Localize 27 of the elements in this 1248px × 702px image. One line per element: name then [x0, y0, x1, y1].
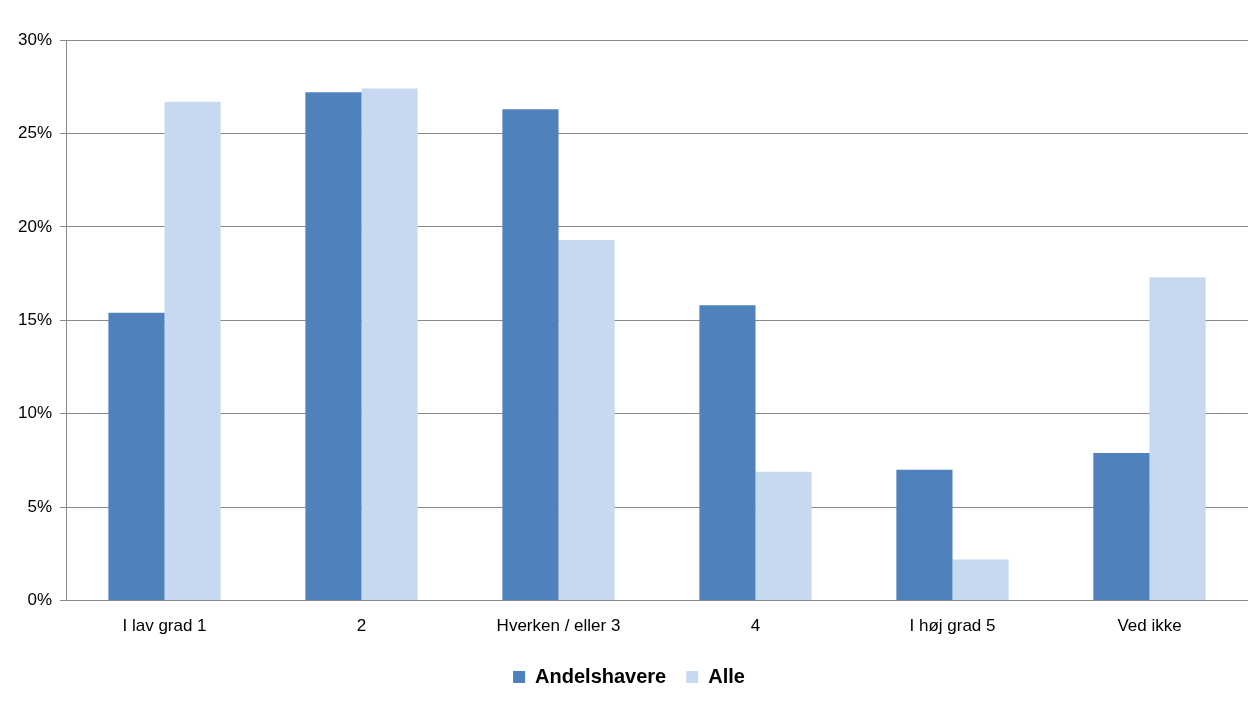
bar — [755, 471, 812, 601]
y-tick-label: 20% — [17, 216, 53, 236]
bar — [699, 305, 756, 601]
y-tick-label: 5% — [27, 496, 53, 516]
x-tick-label: Ved ikke — [1117, 616, 1182, 636]
legend-label: Alle — [708, 664, 745, 687]
bar — [558, 239, 615, 601]
y-tick-label: 25% — [17, 123, 53, 143]
bar — [952, 559, 1009, 601]
y-tick-label: 15% — [17, 309, 53, 329]
bar — [305, 92, 362, 601]
y-tick-label: 30% — [17, 29, 53, 49]
y-tick-label: 10% — [17, 403, 53, 423]
bar — [108, 312, 165, 601]
x-tick-label: I lav grad 1 — [122, 616, 207, 636]
bar — [361, 88, 418, 601]
bar — [896, 469, 953, 601]
legend-label: Andelshavere — [535, 664, 667, 687]
x-tick-label: Hverken / eller 3 — [496, 616, 621, 636]
bar — [1093, 452, 1150, 601]
x-tick-label: 2 — [356, 616, 367, 636]
y-tick-label: 0% — [27, 590, 53, 610]
bar — [1149, 277, 1206, 601]
x-tick-label: 4 — [750, 616, 761, 636]
bar — [164, 101, 221, 601]
x-tick-label: I høj grad 5 — [909, 616, 996, 636]
bar — [502, 109, 559, 601]
